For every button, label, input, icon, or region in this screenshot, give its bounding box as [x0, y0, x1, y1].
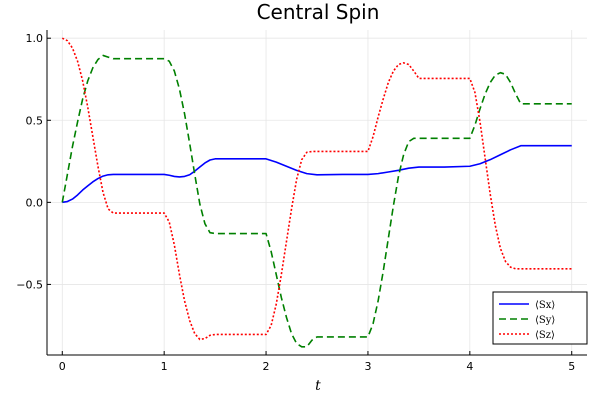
series-lines — [61, 37, 572, 348]
x-tick-label-0: 0 — [59, 360, 66, 373]
legend-box — [492, 291, 588, 345]
y-tick-label-0: −0.5 — [16, 278, 43, 291]
grid — [47, 30, 587, 355]
legend-label-1: ⟨Sy⟩ — [535, 315, 555, 326]
x-tick-label-3: 3 — [364, 360, 371, 373]
y-tick-label-1: 0.0 — [26, 196, 44, 209]
y-tick-label-3: 1.0 — [26, 32, 44, 45]
x-tick-label-2: 2 — [263, 360, 270, 373]
x-tick-label-4: 4 — [466, 360, 473, 373]
x-tick-label-5: 5 — [568, 360, 575, 373]
series-line-0 — [62, 144, 572, 204]
x-axis-label: t — [315, 378, 321, 394]
legend-label-0: ⟨Sx⟩ — [535, 300, 555, 311]
legend: ⟨Sx⟩ ⟨Sy⟩ ⟨Sz⟩ — [492, 291, 588, 345]
y-tick-label-2: 0.5 — [26, 114, 44, 127]
series-line-1 — [61, 54, 572, 348]
legend-label-2: ⟨Sz⟩ — [535, 330, 555, 341]
axes — [46, 30, 587, 356]
tick-labels: 0 1 2 3 4 5 −0.5 0.0 0.5 1.0 — [16, 32, 575, 373]
x-tick-label-1: 1 — [161, 360, 168, 373]
chart-title: Central Spin — [257, 0, 380, 24]
